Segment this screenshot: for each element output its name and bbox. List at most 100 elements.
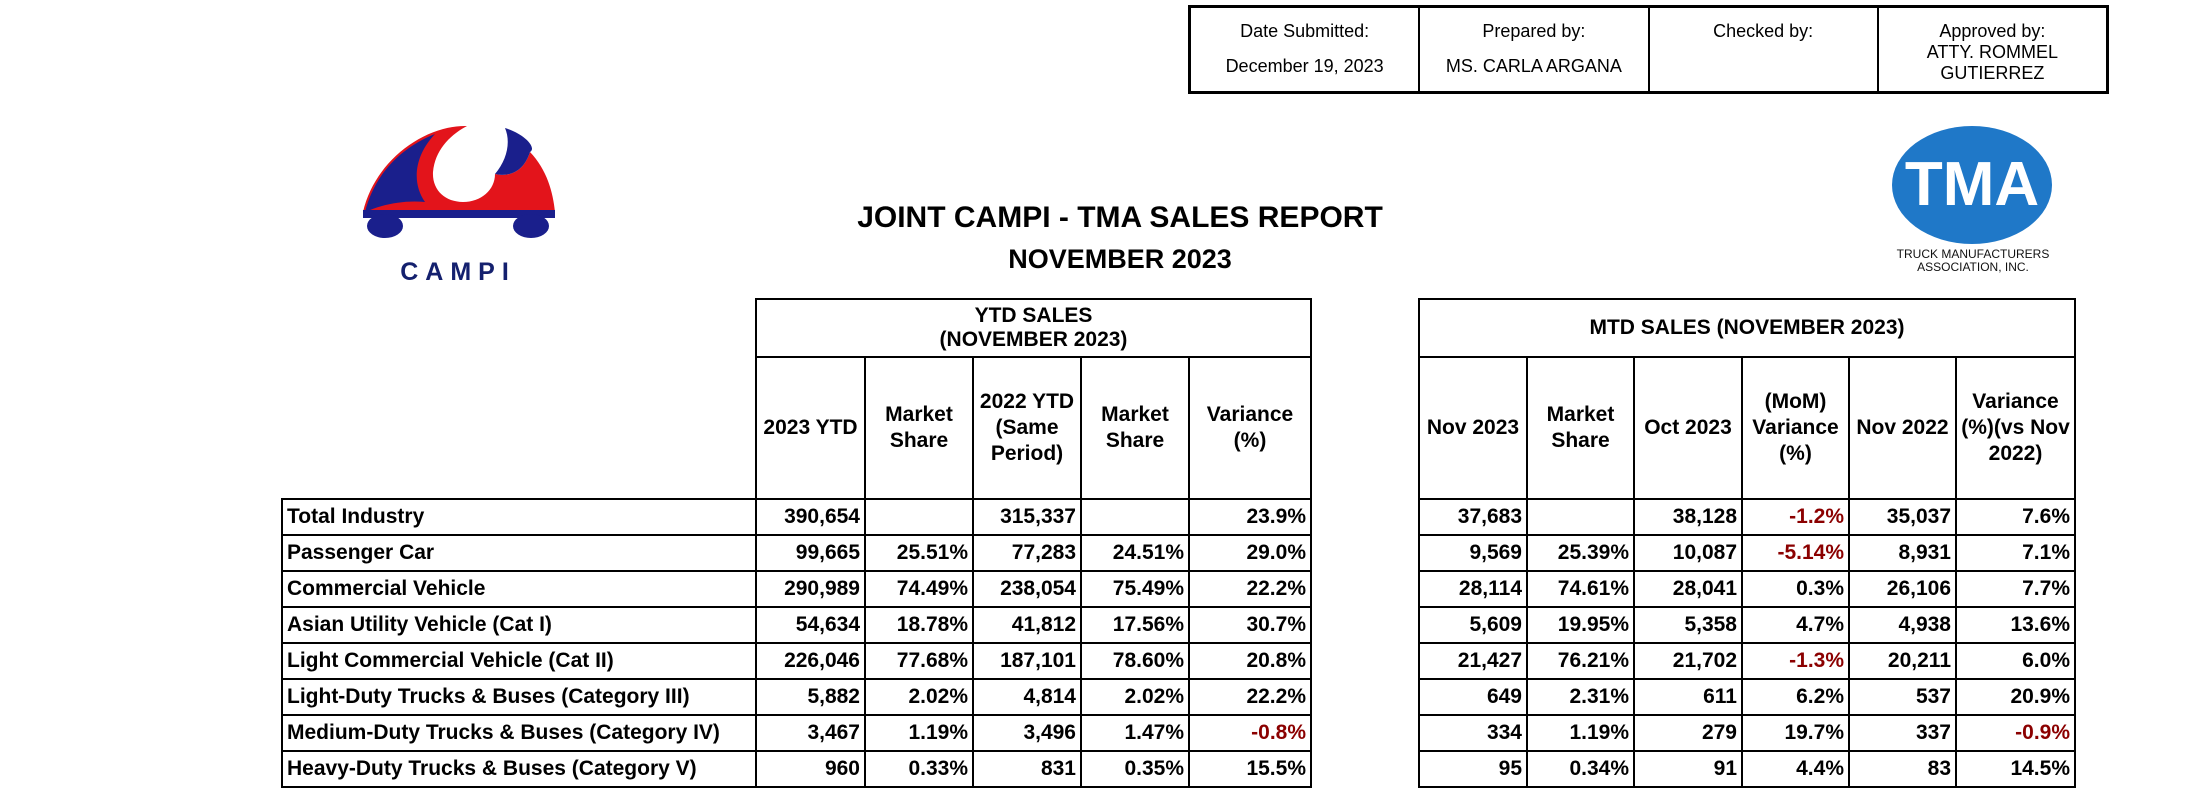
table-row: 21,427 76.21% 21,702 -1.3% 20,211 6.0%	[1418, 642, 2076, 680]
mtd-value-cell: 21,702	[1633, 642, 1743, 680]
mtd-value-cell: 25.39%	[1526, 534, 1635, 572]
mtd-value-cell: 279	[1633, 714, 1743, 752]
ytd-value-cell: 77,283	[972, 534, 1082, 572]
mtd-value-cell: 5,609	[1418, 606, 1528, 644]
ytd-value-cell: 20.8%	[1188, 642, 1312, 680]
ytd-value-cell: 5,882	[755, 678, 866, 716]
tma-logo-icon: TMA	[1892, 126, 2052, 244]
ytd-value-cell: 2.02%	[864, 678, 974, 716]
ytd-value-cell: 54,634	[755, 606, 866, 644]
ytd-value-cell: 29.0%	[1188, 534, 1312, 572]
ytd-value-cell: 4,814	[972, 678, 1082, 716]
campi-wheel-right	[513, 214, 549, 238]
mtd-group-header: MTD SALES (NOVEMBER 2023)	[1418, 298, 2076, 358]
ytd-group-header: YTD SALES (NOVEMBER 2023)	[755, 298, 1312, 358]
mtd-value-cell: 4.4%	[1741, 750, 1850, 788]
mtd-header: Variance (%)(vs Nov 2022)	[1955, 356, 2076, 500]
ytd-value-cell: 30.7%	[1188, 606, 1312, 644]
mtd-value-cell: -0.9%	[1955, 714, 2076, 752]
ytd-value-cell: 187,101	[972, 642, 1082, 680]
mtd-value-cell: 74.61%	[1526, 570, 1635, 608]
ytd-value-cell: 22.2%	[1188, 570, 1312, 608]
ytd-value-cell: 78.60%	[1080, 642, 1190, 680]
campi-blue-shape	[365, 134, 435, 212]
tma-logo-letters: TMA	[1905, 150, 2039, 219]
category-label: Light-Duty Trucks & Buses (Category III)	[281, 678, 757, 716]
mtd-header: Nov 2022	[1848, 356, 1957, 500]
ytd-value-cell: 290,989	[755, 570, 866, 608]
ytd-value-cell: 18.78%	[864, 606, 974, 644]
ytd-group-line: YTD SALES	[974, 304, 1093, 327]
category-label: Total Industry	[281, 498, 757, 536]
approval-date: Date Submitted: December 19, 2023	[1191, 8, 1421, 91]
approval-label: Date Submitted:	[1240, 21, 1370, 41]
approval-prepared: Prepared by: MS. CARLA ARGANA	[1420, 8, 1650, 91]
mtd-header: Market Share	[1526, 356, 1635, 500]
ytd-value-cell: 24.51%	[1080, 534, 1190, 572]
category-label: Commercial Vehicle	[281, 570, 757, 608]
mtd-value-cell: 6.0%	[1955, 642, 2076, 680]
report-title: JOINT CAMPI - TMA SALES REPORT	[857, 201, 1383, 234]
mtd-value-cell: 83	[1848, 750, 1957, 788]
category-label: Asian Utility Vehicle (Cat I)	[281, 606, 757, 644]
ytd-value-cell: 25.51%	[864, 534, 974, 572]
mtd-value-cell: 1.19%	[1526, 714, 1635, 752]
mtd-value-cell: 35,037	[1848, 498, 1957, 536]
ytd-value-cell: 1.19%	[864, 714, 974, 752]
mtd-header: (MoM) Variance (%)	[1741, 356, 1850, 500]
campi-logo-icon	[363, 125, 555, 238]
ytd-value-cell: 23.9%	[1188, 498, 1312, 536]
mtd-value-cell: 334	[1418, 714, 1528, 752]
ytd-value-cell: 77.68%	[864, 642, 974, 680]
table-row: Passenger Car 99,665 25.51% 77,283 24.51% 29.…	[281, 534, 1312, 572]
ytd-header: Market Share	[1080, 356, 1190, 500]
tma-subtitle-line: TRUCK MANUFACTURERS	[1896, 247, 2050, 261]
mtd-value-cell: 10,087	[1633, 534, 1743, 572]
mtd-value-cell: 38,128	[1633, 498, 1743, 536]
report-subtitle: NOVEMBER 2023	[1008, 244, 1232, 274]
table-row: Light Commercial Vehicle (Cat II) 226,046…	[281, 642, 1312, 680]
mtd-sales-table: MTD SALES (NOVEMBER 2023) Nov 2023 Marke…	[1418, 298, 2076, 788]
campi-logo-text: CAMPI	[400, 258, 516, 286]
approval-box: Date Submitted: December 19, 2023 Prepar…	[1188, 5, 2109, 94]
campi-bar	[363, 210, 555, 218]
approval-value: ATTY. ROMMEL GUTIERREZ	[1926, 42, 2059, 83]
ytd-value-cell: 15.5%	[1188, 750, 1312, 788]
mtd-value-cell: 6.2%	[1741, 678, 1850, 716]
table-row: 5,609 19.95% 5,358 4.7% 4,938 13.6%	[1418, 606, 2076, 644]
approval-approved: Approved by: ATTY. ROMMEL GUTIERREZ	[1879, 8, 2106, 91]
ytd-value-cell: 99,665	[755, 534, 866, 572]
mtd-value-cell: 4.7%	[1741, 606, 1850, 644]
mtd-value-cell: 26,106	[1848, 570, 1957, 608]
mtd-value-cell: 0.3%	[1741, 570, 1850, 608]
mtd-value-cell: 2.31%	[1526, 678, 1635, 716]
ytd-value-cell: 22.2%	[1188, 678, 1312, 716]
ytd-value-cell: -0.8%	[1188, 714, 1312, 752]
table-row: 9,569 25.39% 10,087 -5.14% 8,931 7.1%	[1418, 534, 2076, 572]
table-row: 28,114 74.61% 28,041 0.3% 26,106 7.7%	[1418, 570, 2076, 608]
ytd-group-line: (NOVEMBER 2023)	[939, 328, 1128, 351]
mtd-value-cell: 7.1%	[1955, 534, 2076, 572]
blank-cell	[282, 357, 757, 500]
campi-wheel-left	[367, 214, 403, 238]
mtd-value-cell: 5,358	[1633, 606, 1743, 644]
blank-cell	[282, 299, 756, 357]
table-row: Medium-Duty Trucks & Buses (Category IV)…	[281, 714, 1312, 752]
mtd-value-cell: 7.6%	[1955, 498, 2076, 536]
approval-label: Prepared by:	[1482, 21, 1586, 41]
mtd-value-cell: 20,211	[1848, 642, 1957, 680]
ytd-value-cell: 2.02%	[1080, 678, 1190, 716]
table-row: 649 2.31% 611 6.2% 537 20.9%	[1418, 678, 2076, 716]
tma-subtitle: TRUCK MANUFACTURERS ASSOCIATION, INC.	[1858, 248, 2088, 274]
ytd-value-cell: 315,337	[972, 498, 1082, 536]
ytd-value-cell: 238,054	[972, 570, 1082, 608]
mtd-value-cell: 19.7%	[1741, 714, 1850, 752]
mtd-value-cell: -1.3%	[1741, 642, 1850, 680]
mtd-value-cell: 21,427	[1418, 642, 1528, 680]
mtd-value-cell: 337	[1848, 714, 1957, 752]
table-row: Asian Utility Vehicle (Cat I) 54,634 18.78…	[281, 606, 1312, 644]
category-label: Passenger Car	[281, 534, 757, 572]
tma-subtitle-line: ASSOCIATION, INC.	[1917, 260, 2029, 274]
category-label: Heavy-Duty Trucks & Buses (Category V)	[281, 750, 757, 788]
approval-label: Approved by:	[1939, 21, 2046, 41]
